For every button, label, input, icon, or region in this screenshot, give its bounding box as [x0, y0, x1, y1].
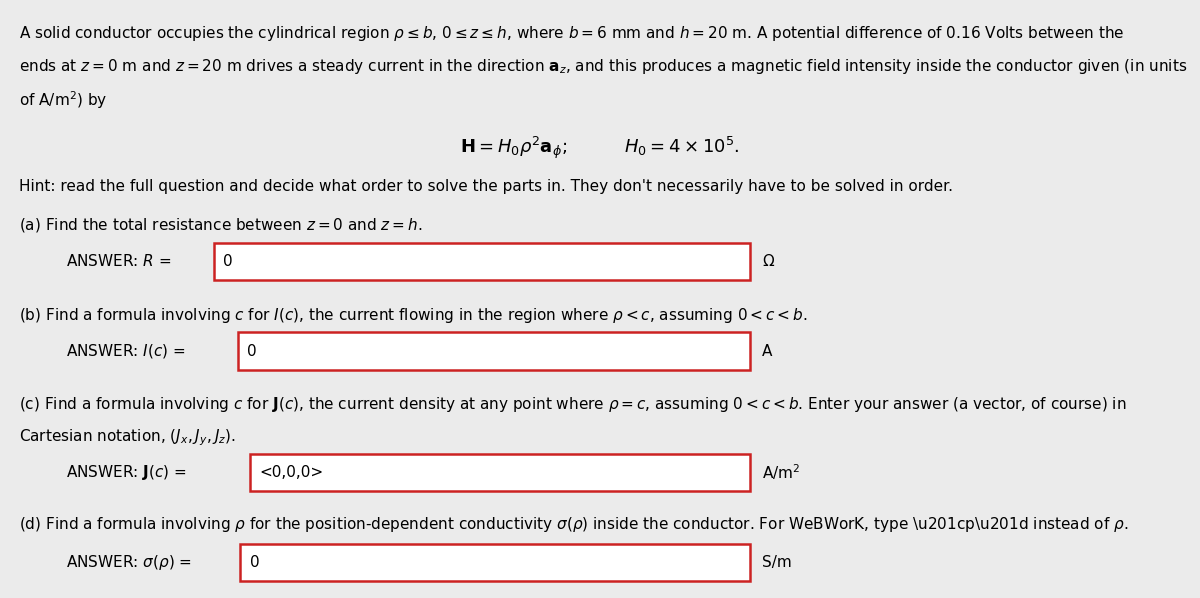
FancyBboxPatch shape [238, 332, 750, 370]
Text: A: A [762, 343, 773, 359]
Text: $\mathbf{H} = H_0\rho^2\mathbf{a}_\phi$;          $H_0 = 4 \times 10^5$.: $\mathbf{H} = H_0\rho^2\mathbf{a}_\phi$;… [461, 135, 739, 161]
Text: A solid conductor occupies the cylindrical region $\rho \leq b$, $0 \leq z \leq : A solid conductor occupies the cylindric… [19, 24, 1124, 43]
Text: A/m$^2$: A/m$^2$ [762, 463, 800, 482]
Text: ANSWER: $R$ =: ANSWER: $R$ = [66, 254, 172, 269]
Text: Hint: read the full question and decide what order to solve the parts in. They d: Hint: read the full question and decide … [19, 179, 953, 194]
FancyBboxPatch shape [250, 454, 750, 491]
Text: 0: 0 [223, 254, 233, 269]
Text: ends at $z = 0$ m and $z = 20$ m drives a steady current in the direction $\math: ends at $z = 0$ m and $z = 20$ m drives … [19, 57, 1188, 76]
Text: Cartesian notation, $(J_x, J_y, J_z)$.: Cartesian notation, $(J_x, J_y, J_z)$. [19, 428, 236, 448]
Text: (c) Find a formula involving $c$ for $\mathbf{J}(c)$, the current density at any: (c) Find a formula involving $c$ for $\m… [19, 395, 1127, 414]
Text: ANSWER: $I(c)$ =: ANSWER: $I(c)$ = [66, 342, 186, 360]
Text: (a) Find the total resistance between $z = 0$ and $z = h$.: (a) Find the total resistance between $z… [19, 216, 422, 234]
Text: $\Omega$: $\Omega$ [762, 254, 775, 269]
Text: <0,0,0>: <0,0,0> [259, 465, 323, 480]
Text: of A/m$^2$) by: of A/m$^2$) by [19, 90, 108, 111]
Text: S/m: S/m [762, 554, 792, 570]
FancyBboxPatch shape [214, 243, 750, 280]
Text: (d) Find a formula involving $\rho$ for the position-dependent conductivity $\si: (d) Find a formula involving $\rho$ for … [19, 515, 1128, 535]
Text: (b) Find a formula involving $c$ for $I(c)$, the current flowing in the region w: (b) Find a formula involving $c$ for $I(… [19, 306, 808, 325]
Text: 0: 0 [250, 554, 259, 570]
FancyBboxPatch shape [240, 544, 750, 581]
Text: 0: 0 [247, 343, 257, 359]
Text: ANSWER: $\sigma(\rho)$ =: ANSWER: $\sigma(\rho)$ = [66, 553, 192, 572]
Text: ANSWER: $\mathbf{J}(c)$ =: ANSWER: $\mathbf{J}(c)$ = [66, 463, 187, 482]
